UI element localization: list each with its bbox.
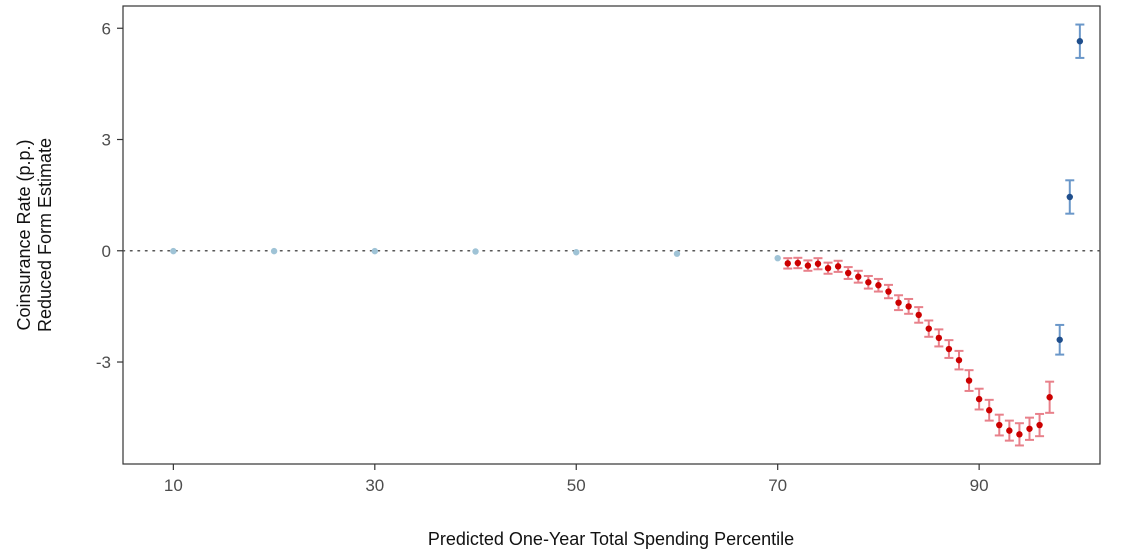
data-point [1026, 425, 1033, 432]
x-tick-label: 30 [365, 476, 384, 495]
plot-panel [122, 5, 1101, 465]
x-tick-label: 10 [164, 476, 183, 495]
y-tick-label: 3 [102, 131, 111, 150]
data-point [986, 407, 993, 414]
data-point [784, 260, 791, 267]
data-point [975, 395, 983, 403]
x-axis: 10 30 50 70 90 [164, 464, 989, 495]
data-point [472, 248, 479, 255]
data-point [1046, 394, 1053, 401]
y-tick-label: 0 [102, 242, 111, 261]
data-point [170, 247, 177, 255]
data-point [996, 421, 1003, 429]
y-axis: 6 3 0 -3 [96, 19, 123, 372]
data-point [824, 264, 832, 272]
data-point [1006, 427, 1013, 434]
data-point [270, 247, 278, 255]
data-point [925, 325, 932, 332]
y-tick-label: 6 [102, 19, 111, 38]
data-point [834, 263, 842, 270]
data-point [885, 288, 892, 295]
data-point [814, 260, 822, 267]
data-marks [170, 23, 1085, 447]
data-point [1076, 38, 1084, 45]
data-point [1066, 193, 1073, 201]
data-point [1036, 421, 1043, 429]
data-point [855, 273, 862, 280]
data-point [1016, 431, 1023, 438]
x-axis-title: Predicted One-Year Total Spending Percen… [428, 529, 794, 549]
data-point [895, 299, 902, 306]
y-axis-title-line-1: Coinsurance Rate (p.p.) [14, 139, 34, 330]
y-axis-title-line-2: Reduced Form Estimate [35, 138, 55, 332]
data-point [955, 356, 963, 364]
data-point [844, 269, 852, 277]
data-point [774, 254, 781, 262]
x-tick-label: 90 [970, 476, 989, 495]
data-point [673, 250, 681, 257]
x-tick-label: 50 [567, 476, 586, 495]
data-point [1056, 336, 1063, 343]
data-point [875, 282, 882, 289]
x-tick-label: 70 [768, 476, 787, 495]
data-point [573, 249, 580, 256]
data-point [865, 279, 872, 286]
data-point [965, 377, 973, 384]
y-tick-label: -3 [96, 353, 111, 372]
data-point [794, 259, 802, 267]
data-point [935, 334, 943, 342]
data-point [804, 262, 812, 269]
data-point [371, 247, 379, 255]
data-point [915, 311, 922, 319]
data-point [905, 303, 912, 310]
data-point [945, 345, 953, 353]
